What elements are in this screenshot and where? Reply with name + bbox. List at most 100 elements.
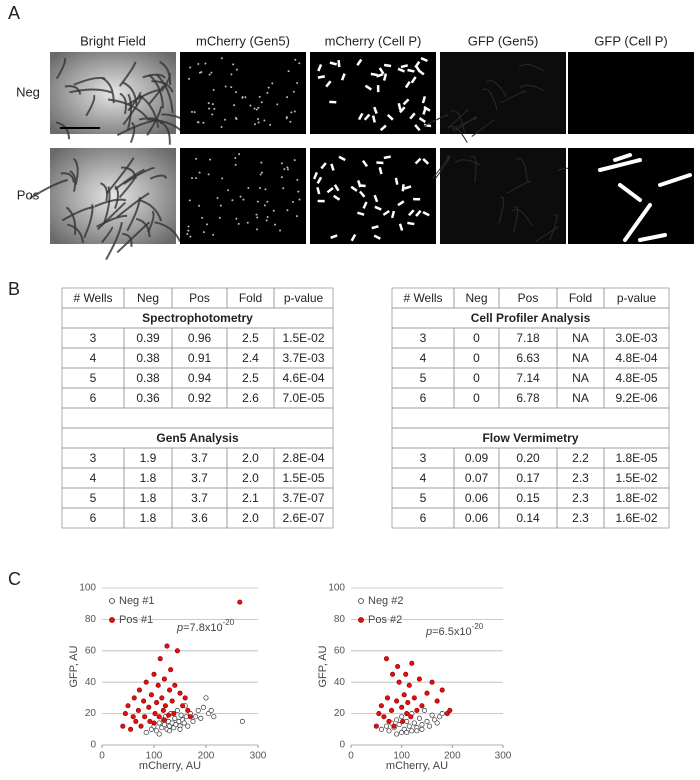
- rod: [397, 200, 405, 207]
- point: [421, 707, 428, 714]
- point: [384, 695, 391, 701]
- faint-worm: [498, 196, 505, 224]
- spot: [195, 177, 198, 180]
- spot: [293, 159, 296, 162]
- spot: [274, 223, 277, 226]
- table-value: NA: [572, 351, 589, 365]
- spot: [297, 190, 300, 193]
- spot: [216, 196, 219, 199]
- worm: [69, 170, 77, 192]
- point: [200, 704, 206, 710]
- faint-worm: [481, 88, 498, 111]
- panel-label: A: [8, 3, 20, 23]
- rod: [401, 184, 405, 192]
- point: [120, 723, 126, 729]
- point: [174, 707, 180, 714]
- rod: [350, 185, 358, 192]
- micrograph: [440, 52, 566, 134]
- table-value: 1.5E-05: [282, 471, 324, 485]
- worm: [69, 88, 113, 94]
- point: [414, 728, 420, 734]
- table-value: 4.8E-05: [615, 371, 657, 385]
- worm: [148, 85, 165, 105]
- faint-worm: [453, 116, 477, 133]
- worm: [83, 204, 94, 238]
- spot: [227, 189, 230, 192]
- rod: [378, 67, 385, 75]
- worm: [122, 232, 133, 248]
- point: [154, 700, 160, 706]
- gfp-worm: [618, 183, 642, 202]
- y-tick-label: 0: [90, 740, 96, 751]
- rod: [390, 210, 396, 219]
- table-value: 0.38: [136, 351, 160, 365]
- spot: [286, 166, 289, 169]
- column-heading: Neg: [465, 291, 487, 305]
- point: [172, 715, 178, 721]
- y-tick-label: 100: [328, 583, 345, 594]
- annotation: p=7.8x10-20: [176, 618, 235, 634]
- spot: [263, 119, 266, 122]
- spot: [285, 116, 288, 119]
- rod: [320, 162, 327, 170]
- point: [151, 720, 157, 726]
- worm: [65, 206, 77, 235]
- column-header: Bright Field: [80, 33, 146, 48]
- faint-worm: [434, 155, 451, 180]
- faint-worm: [511, 208, 533, 226]
- spot: [267, 86, 270, 89]
- spot: [190, 110, 193, 113]
- spot: [237, 222, 240, 225]
- point: [419, 722, 425, 728]
- column-header: GFP (Gen5): [468, 33, 539, 48]
- rod: [415, 209, 422, 217]
- annotation-italic: p: [176, 622, 183, 634]
- x-axis-label: mCherry, AU: [139, 760, 201, 772]
- rod: [338, 155, 346, 162]
- point: [401, 692, 407, 698]
- rod: [404, 185, 412, 190]
- point: [404, 729, 410, 735]
- point: [237, 599, 243, 605]
- spot: [235, 118, 238, 121]
- table-value: 0: [473, 331, 480, 345]
- x-tick-label: 200: [444, 751, 461, 762]
- rod: [337, 59, 341, 68]
- faint-worm: [470, 155, 477, 182]
- table-value: 2.6: [242, 391, 259, 405]
- spot: [280, 162, 283, 165]
- point: [180, 703, 186, 709]
- row-label: Neg: [16, 84, 40, 99]
- table-cell: [603, 507, 670, 529]
- spot: [218, 216, 221, 219]
- faint-worm: [423, 114, 449, 127]
- table-value: 2.6E-07: [282, 511, 324, 525]
- worm: [149, 174, 168, 180]
- point: [130, 714, 136, 720]
- worm: [121, 166, 137, 180]
- spot: [282, 187, 285, 190]
- spot: [196, 121, 199, 124]
- worm: [106, 157, 135, 194]
- worm: [94, 198, 127, 208]
- rod: [422, 107, 427, 115]
- spot: [298, 62, 301, 65]
- table-value: 3.7E-03: [282, 351, 324, 365]
- rod: [317, 64, 323, 72]
- spot: [230, 73, 233, 76]
- rod: [394, 177, 399, 185]
- worm: [64, 85, 82, 95]
- rod: [329, 61, 337, 66]
- legend-label: Pos #2: [368, 614, 402, 626]
- table-value: 9.2E-06: [615, 391, 657, 405]
- y-tick-label: 40: [334, 677, 346, 688]
- table-cell: [273, 507, 334, 529]
- spot: [258, 95, 261, 98]
- faint-worm: [549, 214, 558, 241]
- table-value: 3.7: [191, 471, 208, 485]
- rod: [317, 75, 326, 79]
- worm: [72, 157, 79, 185]
- spot: [189, 66, 192, 69]
- table-value: 1.8: [140, 491, 157, 505]
